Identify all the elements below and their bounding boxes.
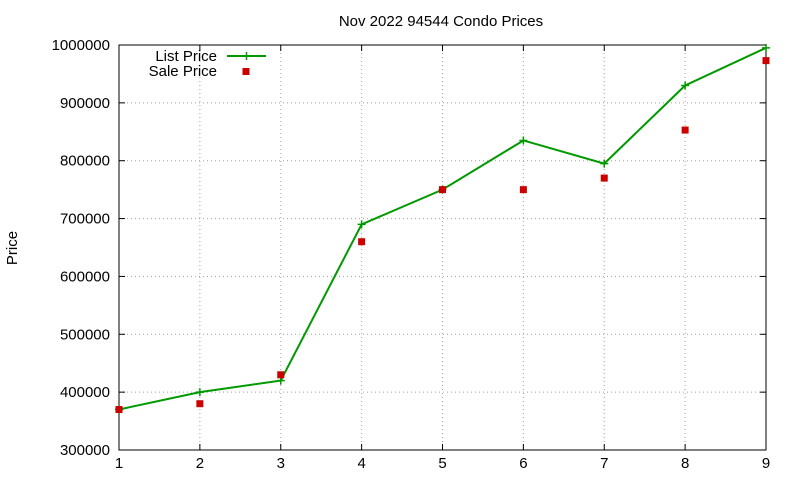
sale-price-point bbox=[600, 174, 608, 182]
series-line-list-price bbox=[118, 46, 767, 411]
plot-area bbox=[115, 43, 770, 414]
legend-marker-list-price bbox=[242, 52, 251, 60]
sale-price-point bbox=[681, 126, 689, 134]
axes bbox=[118, 44, 767, 451]
y-tick-label: 300000 bbox=[60, 442, 110, 459]
y-tick-label: 800000 bbox=[60, 153, 110, 170]
x-tick-label: 9 bbox=[762, 455, 770, 472]
legend-marker-sale-price bbox=[242, 68, 250, 75]
x-tick-label: 4 bbox=[357, 455, 365, 472]
legend-label-list-price: List Price bbox=[155, 48, 217, 65]
y-tick-label: 1000000 bbox=[52, 37, 110, 54]
legend-label-sale-price: Sale Price bbox=[149, 63, 217, 80]
x-tick-label: 3 bbox=[277, 455, 285, 472]
x-tick-label: 1 bbox=[115, 455, 123, 472]
sale-price-point bbox=[277, 371, 285, 379]
list-price-point bbox=[195, 388, 204, 397]
x-tick-label: 5 bbox=[438, 455, 446, 472]
plot-frame bbox=[118, 44, 767, 451]
y-axis-label: Price bbox=[4, 231, 21, 265]
list-price-point bbox=[357, 220, 366, 229]
sale-price-point bbox=[762, 57, 770, 65]
list-price-point bbox=[762, 43, 770, 52]
sale-price-point bbox=[196, 400, 204, 408]
sale-price-point bbox=[519, 186, 527, 194]
list-price-point bbox=[681, 81, 690, 90]
list-price-point bbox=[519, 136, 528, 145]
y-tick-label: 400000 bbox=[60, 384, 110, 401]
x-tick-label: 6 bbox=[519, 455, 527, 472]
sale-price-point bbox=[115, 406, 123, 413]
y-tick-label: 500000 bbox=[60, 326, 110, 343]
x-tick-label: 7 bbox=[600, 455, 608, 472]
y-tick-label: 600000 bbox=[60, 268, 110, 285]
x-tick-label: 8 bbox=[681, 455, 689, 472]
x-tick-label: 2 bbox=[196, 455, 204, 472]
list-price-point bbox=[600, 159, 609, 168]
sale-price-point bbox=[439, 186, 446, 194]
y-tick-label: 700000 bbox=[60, 211, 110, 228]
sale-price-point bbox=[358, 238, 366, 246]
chart-title: Nov 2022 94544 Condo Prices bbox=[339, 13, 543, 30]
tick-labels: 1 2 3 4 5 6 7 8 9 300000 400000 500000 600000 700000 8… bbox=[52, 37, 771, 472]
y-tick-label: 900000 bbox=[60, 95, 110, 112]
